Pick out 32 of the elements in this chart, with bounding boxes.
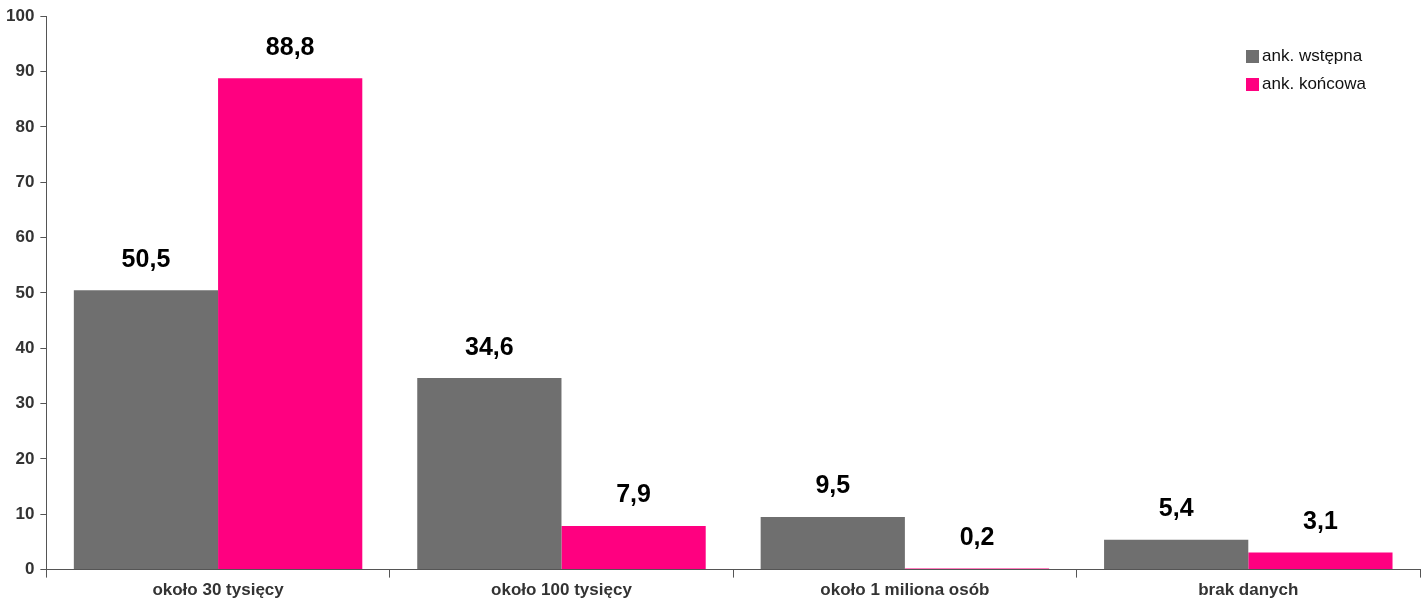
y-tick-label: 70 xyxy=(15,171,35,191)
y-tick-label: 90 xyxy=(15,61,35,81)
bar xyxy=(218,78,363,570)
bar xyxy=(760,517,905,570)
y-tick-label: 50 xyxy=(15,282,35,302)
data-label: 0,2 xyxy=(959,521,995,550)
data-label: 3,1 xyxy=(1303,505,1338,534)
bar xyxy=(1104,539,1249,570)
legend-label: ank. wstępna xyxy=(1262,46,1363,66)
data-label: 7,9 xyxy=(616,479,651,508)
data-label: 5,4 xyxy=(1158,493,1194,522)
y-tick-label: 80 xyxy=(15,116,35,136)
y-tick-label: 0 xyxy=(24,559,35,579)
x-tick-label: brak danych xyxy=(1198,580,1299,600)
data-label: 9,5 xyxy=(815,470,851,499)
legend-label: ank. końcowa xyxy=(1262,74,1366,94)
x-tick-label: około 1 miliona osób xyxy=(820,580,990,600)
bar xyxy=(1248,552,1393,570)
y-tick-label: 20 xyxy=(15,448,35,468)
bar xyxy=(73,290,219,570)
y-tick-label: 40 xyxy=(15,337,35,357)
y-tick-label: 100 xyxy=(5,5,35,25)
bar xyxy=(561,525,706,570)
x-tick-label: około 100 tysięcy xyxy=(491,580,633,600)
y-tick-label: 30 xyxy=(15,393,35,413)
y-tick-label: 10 xyxy=(15,503,35,523)
data-label: 34,6 xyxy=(465,331,514,360)
data-label: 50,5 xyxy=(121,243,171,272)
x-tick-label: około 30 tysięcy xyxy=(152,580,285,600)
data-label: 88,8 xyxy=(265,31,315,60)
bar xyxy=(417,378,562,570)
y-tick-label: 60 xyxy=(15,227,35,247)
